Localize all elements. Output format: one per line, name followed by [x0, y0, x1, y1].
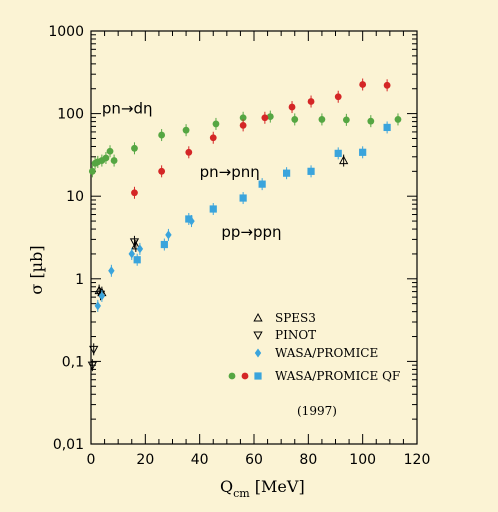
y-tick-label: 100	[57, 107, 84, 123]
data-point	[102, 154, 110, 162]
y-tick-label: 10	[66, 189, 84, 205]
x-tick-label: 100	[349, 452, 376, 468]
x-tick-label: 20	[136, 452, 154, 468]
data-point	[383, 123, 391, 132]
x-tick-label: 40	[191, 452, 209, 468]
y-axis-title: σ [µb]	[27, 245, 46, 294]
axis-ticks	[90, 30, 418, 445]
data-point	[133, 256, 141, 264]
data-point	[89, 345, 99, 355]
data-point	[108, 266, 115, 276]
x-tick-label: 80	[299, 452, 317, 468]
x-axis-title: Qcm [MeV]	[220, 477, 305, 500]
data-point	[291, 116, 299, 123]
y-tick-labels: 0,01 0,1 1 10 100 1000	[48, 24, 84, 453]
legend-marker	[253, 312, 263, 322]
data-point	[266, 113, 274, 120]
data-markers	[87, 78, 402, 372]
data-point	[239, 114, 247, 122]
data-point	[334, 149, 342, 157]
data-point	[318, 116, 326, 123]
data-point	[185, 148, 193, 156]
data-point	[383, 81, 391, 89]
legend-marker	[228, 372, 236, 380]
data-point	[158, 131, 166, 139]
data-point	[136, 244, 144, 254]
data-point	[98, 291, 106, 301]
data-point	[342, 116, 350, 124]
data-point	[307, 98, 315, 105]
data-point	[258, 180, 266, 188]
data-point	[87, 361, 97, 371]
legend-entry: WASA/PROMICE QF	[228, 369, 400, 383]
y-tick-label: 1	[75, 272, 84, 288]
legend-entry: PINOT	[253, 328, 316, 342]
data-point	[212, 120, 220, 128]
legend-label: SPES3	[275, 311, 316, 325]
x-tick-label: 60	[245, 452, 263, 468]
data-point	[160, 240, 168, 249]
data-point	[165, 230, 172, 240]
y-tick-label: 0,01	[53, 437, 84, 453]
data-point	[209, 134, 217, 142]
legend-marker	[254, 372, 262, 380]
legend-label: WASA/PROMICE	[275, 346, 378, 360]
curve-label: pn→pnη	[200, 163, 260, 181]
data-point	[339, 155, 349, 165]
data-point	[261, 114, 269, 122]
data-point	[359, 81, 367, 88]
data-point	[94, 301, 101, 311]
data-point	[283, 169, 291, 177]
data-point	[158, 167, 166, 175]
data-point	[367, 117, 375, 125]
x-tick-label: 120	[404, 452, 431, 468]
data-point	[185, 215, 193, 223]
data-point	[307, 167, 315, 175]
legend-marker	[254, 348, 262, 358]
x-tick-labels: 0 20 40 60 80 100 120	[87, 452, 431, 468]
data-point	[334, 93, 342, 101]
data-point	[88, 167, 96, 175]
data-point	[288, 103, 296, 111]
legend-entry: SPES3	[253, 311, 316, 325]
legend-label: PINOT	[275, 328, 316, 342]
legend-entry: WASA/PROMICE	[254, 346, 378, 360]
x-axis-title-main: Q	[220, 477, 233, 496]
data-point	[209, 205, 217, 213]
data-point	[131, 144, 138, 152]
data-point	[239, 194, 247, 202]
data-point	[239, 121, 247, 129]
legend-year-note: (1997)	[297, 404, 337, 418]
curve-label: pn→dη	[102, 100, 153, 118]
data-point	[359, 148, 367, 156]
legend-marker	[241, 372, 249, 380]
x-axis-title-unit: [MeV]	[250, 477, 305, 496]
legend-marker	[253, 331, 263, 341]
data-point	[128, 249, 135, 259]
data-point	[110, 157, 118, 164]
curve-labels: pn→dη pn→pnη pp→ppη	[102, 100, 282, 241]
data-point	[394, 116, 402, 123]
data-point	[129, 238, 140, 247]
curve-label: pp→ppη	[221, 223, 281, 241]
legend-label: WASA/PROMICE QF	[275, 369, 400, 383]
y-tick-label: 1000	[48, 24, 84, 40]
data-point	[182, 126, 190, 134]
data-point	[131, 189, 138, 197]
x-axis-title-sub: cm	[233, 487, 250, 500]
x-tick-label: 0	[87, 452, 96, 468]
data-point	[106, 147, 114, 155]
legend: SPES3 PINOT WASA/PROMICE WASA/PROMICE QF (19…	[228, 311, 400, 418]
y-tick-label: 0,1	[62, 354, 84, 370]
